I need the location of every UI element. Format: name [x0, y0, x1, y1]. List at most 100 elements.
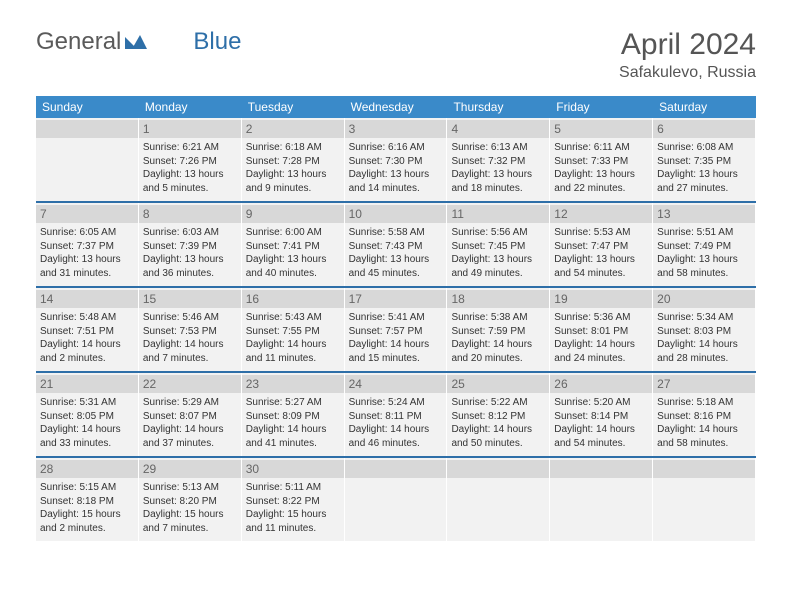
daylight-line: Daylight: 13 hours and 22 minutes. — [554, 168, 648, 195]
day-of-week-header: SundayMondayTuesdayWednesdayThursdayFrid… — [36, 96, 756, 118]
daylight-line: Daylight: 14 hours and 37 minutes. — [143, 423, 237, 450]
sunset-line: Sunset: 7:55 PM — [246, 325, 340, 339]
sunset-line: Sunset: 8:03 PM — [657, 325, 751, 339]
sunrise-line: Sunrise: 5:53 AM — [554, 226, 648, 240]
sunrise-line: Sunrise: 5:58 AM — [349, 226, 443, 240]
sunrise-line: Sunrise: 5:31 AM — [40, 396, 134, 410]
dow-cell: Thursday — [447, 96, 550, 118]
day-number: 11 — [447, 205, 549, 223]
page-title: April 2024 — [619, 28, 756, 62]
day-cell — [447, 458, 550, 541]
sunset-line: Sunset: 7:28 PM — [246, 155, 340, 169]
day-cell — [345, 458, 448, 541]
day-number: 28 — [36, 460, 138, 478]
sunset-line: Sunset: 7:43 PM — [349, 240, 443, 254]
sunrise-line: Sunrise: 5:46 AM — [143, 311, 237, 325]
daylight-line: Daylight: 14 hours and 2 minutes. — [40, 338, 134, 365]
day-cell: 13Sunrise: 5:51 AMSunset: 7:49 PMDayligh… — [653, 203, 756, 286]
daylight-line: Daylight: 13 hours and 36 minutes. — [143, 253, 237, 280]
day-cell: 23Sunrise: 5:27 AMSunset: 8:09 PMDayligh… — [242, 373, 345, 456]
daylight-line: Daylight: 15 hours and 2 minutes. — [40, 508, 134, 535]
daylight-line: Daylight: 13 hours and 58 minutes. — [657, 253, 751, 280]
day-number: 25 — [447, 375, 549, 393]
week-row: 7Sunrise: 6:05 AMSunset: 7:37 PMDaylight… — [36, 203, 756, 286]
sunset-line: Sunset: 7:59 PM — [451, 325, 545, 339]
logo-mark-icon — [125, 28, 147, 56]
sunset-line: Sunset: 8:07 PM — [143, 410, 237, 424]
day-number: 7 — [36, 205, 138, 223]
daylight-line: Daylight: 14 hours and 50 minutes. — [451, 423, 545, 450]
day-number: 30 — [242, 460, 344, 478]
day-number: 26 — [550, 375, 652, 393]
sunrise-line: Sunrise: 6:18 AM — [246, 141, 340, 155]
daylight-line: Daylight: 14 hours and 46 minutes. — [349, 423, 443, 450]
day-cell — [550, 458, 653, 541]
day-cell: 15Sunrise: 5:46 AMSunset: 7:53 PMDayligh… — [139, 288, 242, 371]
day-cell: 3Sunrise: 6:16 AMSunset: 7:30 PMDaylight… — [345, 118, 448, 201]
sunset-line: Sunset: 7:39 PM — [143, 240, 237, 254]
sunrise-line: Sunrise: 5:27 AM — [246, 396, 340, 410]
day-cell: 2 Sunrise: 6:18 AMSunset: 7:28 PMDaylight… — [242, 118, 345, 201]
day-cell: 14Sunrise: 5:48 AMSunset: 7:51 PMDayligh… — [36, 288, 139, 371]
day-cell: 9Sunrise: 6:00 AMSunset: 7:41 PMDaylight… — [242, 203, 345, 286]
day-number: 21 — [36, 375, 138, 393]
daylight-line: Daylight: 15 hours and 11 minutes. — [246, 508, 340, 535]
day-cell: 20Sunrise: 5:34 AMSunset: 8:03 PMDayligh… — [653, 288, 756, 371]
sunset-line: Sunset: 7:37 PM — [40, 240, 134, 254]
sunset-line: Sunset: 7:35 PM — [657, 155, 751, 169]
week-row: 21Sunrise: 5:31 AMSunset: 8:05 PMDayligh… — [36, 373, 756, 456]
sunset-line: Sunset: 8:18 PM — [40, 495, 134, 509]
daylight-line: Daylight: 14 hours and 33 minutes. — [40, 423, 134, 450]
daylight-line: Daylight: 13 hours and 54 minutes. — [554, 253, 648, 280]
day-number: 5 — [550, 120, 652, 138]
day-cell: 24Sunrise: 5:24 AMSunset: 8:11 PMDayligh… — [345, 373, 448, 456]
day-cell: 5 Sunrise: 6:11 AMSunset: 7:33 PMDaylight… — [550, 118, 653, 201]
day-number: 20 — [653, 290, 755, 308]
sunset-line: Sunset: 8:16 PM — [657, 410, 751, 424]
day-number: 17 — [345, 290, 447, 308]
sunset-line: Sunset: 8:05 PM — [40, 410, 134, 424]
day-cell: 11Sunrise: 5:56 AMSunset: 7:45 PMDayligh… — [447, 203, 550, 286]
day-cell: 21 Sunrise: 5:31 AMSunset: 8:05 PMDayligh… — [36, 373, 139, 456]
day-number: 2 — [242, 120, 344, 138]
sunset-line: Sunset: 7:32 PM — [451, 155, 545, 169]
day-cell: 18Sunrise: 5:38 AMSunset: 7:59 PMDayligh… — [447, 288, 550, 371]
sunrise-line: Sunrise: 6:08 AM — [657, 141, 751, 155]
daylight-line: Daylight: 13 hours and 14 minutes. — [349, 168, 443, 195]
week-row: 28Sunrise: 5:15 AMSunset: 8:18 PMDayligh… — [36, 458, 756, 541]
day-number: 6 — [653, 120, 755, 138]
sunset-line: Sunset: 7:41 PM — [246, 240, 340, 254]
daylight-line: Daylight: 13 hours and 5 minutes. — [143, 168, 237, 195]
sunrise-line: Sunrise: 5:24 AM — [349, 396, 443, 410]
sunrise-line: Sunrise: 5:13 AM — [143, 481, 237, 495]
sunrise-line: Sunrise: 5:38 AM — [451, 311, 545, 325]
sunset-line: Sunset: 7:53 PM — [143, 325, 237, 339]
day-cell: 6Sunrise: 6:08 AMSunset: 7:35 PMDaylight… — [653, 118, 756, 201]
day-cell: 29Sunrise: 5:13 AMSunset: 8:20 PMDayligh… — [139, 458, 242, 541]
daylight-line: Daylight: 13 hours and 9 minutes. — [246, 168, 340, 195]
sunset-line: Sunset: 7:33 PM — [554, 155, 648, 169]
day-cell: 1Sunrise: 6:21 AMSunset: 7:26 PMDaylight… — [139, 118, 242, 201]
dow-cell: Saturday — [653, 96, 756, 118]
week-row: 14Sunrise: 5:48 AMSunset: 7:51 PMDayligh… — [36, 288, 756, 371]
sunrise-line: Sunrise: 6:16 AM — [349, 141, 443, 155]
daylight-line: Daylight: 14 hours and 54 minutes. — [554, 423, 648, 450]
sunrise-line: Sunrise: 6:21 AM — [143, 141, 237, 155]
dow-cell: Sunday — [36, 96, 139, 118]
sunrise-line: Sunrise: 6:11 AM — [554, 141, 648, 155]
sunset-line: Sunset: 7:47 PM — [554, 240, 648, 254]
sunrise-line: Sunrise: 6:13 AM — [451, 141, 545, 155]
day-number: 15 — [139, 290, 241, 308]
sunset-line: Sunset: 7:49 PM — [657, 240, 751, 254]
day-number: 3 — [345, 120, 447, 138]
daylight-line: Daylight: 13 hours and 45 minutes. — [349, 253, 443, 280]
day-number: 24 — [345, 375, 447, 393]
day-number: 29 — [139, 460, 241, 478]
day-number: 23 — [242, 375, 344, 393]
dow-cell: Monday — [139, 96, 242, 118]
day-number: 22 — [139, 375, 241, 393]
sunrise-line: Sunrise: 5:18 AM — [657, 396, 751, 410]
sunset-line: Sunset: 7:26 PM — [143, 155, 237, 169]
sunrise-line: Sunrise: 6:00 AM — [246, 226, 340, 240]
daylight-line: Daylight: 14 hours and 24 minutes. — [554, 338, 648, 365]
